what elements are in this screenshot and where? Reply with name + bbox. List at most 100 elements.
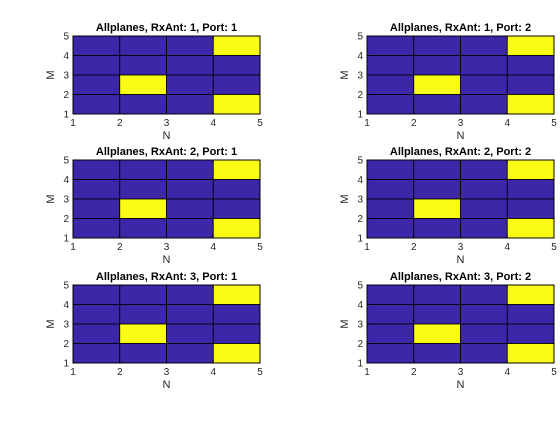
y-tick-label: 3 [357,320,363,331]
x-tick-label: 3 [458,242,464,253]
heatmap-cell [119,198,167,219]
y-tick-label: 1 [357,234,363,245]
heatmap-cell [166,179,214,200]
x-axis-label: N [163,130,171,142]
x-tick-label: 4 [504,118,510,129]
heatmap-cell [460,343,508,364]
x-axis-label: N [457,379,465,391]
heatmap-cell [506,304,555,325]
x-tick-label: 3 [164,367,170,378]
heatmap-cell [413,284,461,305]
heatmap-cell [166,159,214,180]
heatmap-cell [506,55,555,76]
x-tick-label: 2 [117,118,123,129]
heatmap-cell [460,55,508,76]
heatmap-cell [72,304,121,325]
heatmap-cell [119,304,167,325]
subplot-title: Allplanes, RxAnt: 1, Port: 1 [96,22,237,34]
heatmap-cell [119,218,167,239]
subplot-1: 1 2 3 4 5 1 2 3 4 5 Allplanes, RxAnt: 1, Port: 1 N M [45,22,263,142]
x-tick-label: 2 [411,367,417,378]
heatmap-cell [460,35,508,56]
y-tick-label: 1 [63,110,69,121]
x-axis-label: N [457,130,465,142]
heatmap-cell [366,218,415,239]
x-tick-label: 2 [411,242,417,253]
heatmap-cell [166,284,214,305]
heatmap-cell [212,159,261,180]
heatmap-cell [413,343,461,364]
subplot-title: Allplanes, RxAnt: 2, Port: 2 [390,146,531,158]
x-tick-label: 4 [504,367,510,378]
y-tick-label: 2 [63,214,69,225]
heatmap-cell [72,198,121,219]
heatmap-cell [366,323,415,344]
heatmap-cell [166,35,214,56]
heatmap-cell [460,94,508,115]
heatmap-cell [212,94,261,115]
x-tick-label: 5 [551,367,557,378]
heatmap-cell [72,35,121,56]
heatmap-cell [460,323,508,344]
heatmap-cell [212,323,261,344]
heatmap-cell [460,74,508,95]
heatmap-cell [366,198,415,219]
y-axis-label: M [339,194,351,203]
heatmap-cell [72,159,121,180]
y-tick-label: 2 [357,339,363,350]
x-tick-label: 2 [117,367,123,378]
heatmap-cell [212,35,261,56]
heatmap-cell [166,343,214,364]
heatmap-cell [506,35,555,56]
x-axis-label: N [457,254,465,266]
x-tick-label: 5 [551,242,557,253]
heatmap-cell [212,343,261,364]
y-tick-label: 2 [63,90,69,101]
heatmap-cell [506,198,555,219]
x-tick-label: 5 [551,118,557,129]
y-tick-label: 5 [357,156,363,167]
x-tick-label: 4 [504,242,510,253]
y-tick-label: 4 [357,175,363,186]
heatmap-cell [460,304,508,325]
heatmap-cell [413,218,461,239]
heatmap-cell [413,94,461,115]
y-tick-label: 3 [357,71,363,82]
y-tick-label: 1 [357,110,363,121]
heatmap-cell [72,55,121,76]
heatmap-cell [72,94,121,115]
x-tick-label: 3 [458,367,464,378]
y-axis-label: M [45,194,57,203]
x-tick-label: 2 [411,118,417,129]
heatmap-cell [506,323,555,344]
heatmap-cell [212,74,261,95]
heatmap-cell [72,74,121,95]
subplot-title: Allplanes, RxAnt: 3, Port: 1 [96,271,237,283]
y-tick-label: 3 [63,320,69,331]
heatmap-cell [413,74,461,95]
subplot-5: 1 2 3 4 5 1 2 3 4 5 Allplanes, RxAnt: 3, Port: 1 N M [45,271,263,391]
x-axis-label: N [163,379,171,391]
heatmap-cell [506,284,555,305]
heatmap-cell [460,218,508,239]
x-tick-label: 2 [117,242,123,253]
subplot-6: 1 2 3 4 5 1 2 3 4 5 Allplanes, RxAnt: 3, Port: 2 N M [339,271,557,391]
heatmap-cell [212,179,261,200]
heatmap-cell [72,343,121,364]
x-axis-label: N [163,254,171,266]
x-tick-label: 3 [164,118,170,129]
heatmap-cell [72,179,121,200]
heatmap-cell [212,198,261,219]
heatmap-cell [413,179,461,200]
heatmap-cell [212,55,261,76]
x-tick-label: 4 [210,242,216,253]
y-tick-label: 4 [63,51,69,62]
heatmap-cell [506,218,555,239]
y-tick-label: 3 [63,71,69,82]
heatmap-cell [366,159,415,180]
x-tick-label: 4 [210,367,216,378]
y-tick-label: 4 [63,175,69,186]
x-tick-label: 1 [364,242,370,253]
heatmap-cell [413,323,461,344]
heatmap-cell [506,343,555,364]
